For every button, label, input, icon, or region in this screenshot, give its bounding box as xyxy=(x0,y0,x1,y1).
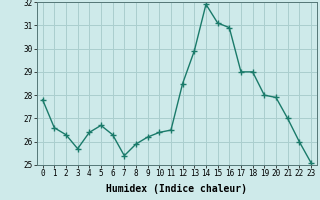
X-axis label: Humidex (Indice chaleur): Humidex (Indice chaleur) xyxy=(106,184,247,194)
